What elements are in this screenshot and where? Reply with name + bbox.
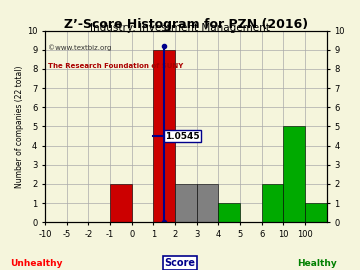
Bar: [283, 126, 305, 222]
Bar: [153, 50, 175, 222]
Text: 1.0545: 1.0545: [165, 131, 200, 140]
Text: Score: Score: [165, 258, 195, 268]
Text: Healthy: Healthy: [297, 259, 337, 268]
Bar: [197, 184, 219, 222]
Title: Z’-Score Histogram for PZN (2016): Z’-Score Histogram for PZN (2016): [64, 18, 308, 31]
Text: Unhealthy: Unhealthy: [10, 259, 62, 268]
Y-axis label: Number of companies (22 total): Number of companies (22 total): [15, 65, 24, 188]
Bar: [110, 184, 132, 222]
Bar: [305, 203, 327, 222]
Text: Industry: Investment Management: Industry: Investment Management: [90, 23, 270, 33]
Text: ©www.textbiz.org: ©www.textbiz.org: [48, 44, 111, 51]
Bar: [175, 184, 197, 222]
Bar: [262, 184, 283, 222]
Text: The Research Foundation of SUNY: The Research Foundation of SUNY: [48, 63, 183, 69]
Bar: [219, 203, 240, 222]
